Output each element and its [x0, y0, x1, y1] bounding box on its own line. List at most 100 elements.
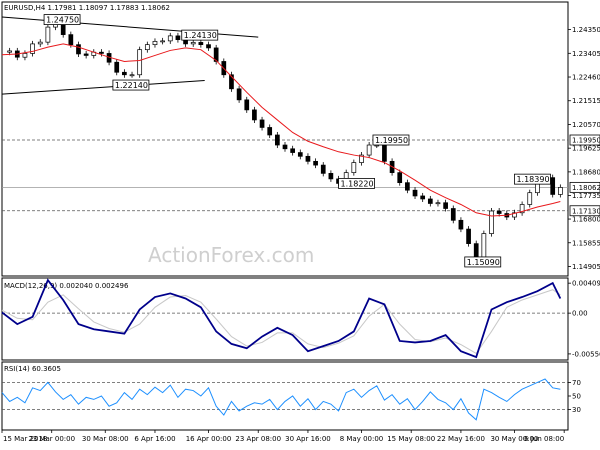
price-ytick-label: 1.17735 [572, 192, 600, 200]
candle-body [114, 61, 120, 73]
rsi-line [1, 378, 561, 421]
price-ytick-label: 1.22460 [572, 74, 600, 82]
xtick-label: 15 Mar 2018 [3, 435, 47, 443]
annotation-label-6: 1.15090 [467, 258, 500, 267]
annotation-label-2: 1.22140 [115, 81, 148, 90]
rsi-ytick-label: 30 [572, 406, 581, 414]
macd-ytick-label: 0.004094 [572, 280, 600, 288]
candle-body [152, 41, 158, 46]
candle-body [473, 243, 479, 258]
candle-body [122, 71, 127, 76]
price-ytick-label: 1.20570 [572, 121, 600, 129]
price-ytick-label: 1.24350 [572, 26, 600, 34]
price-ytick-label: 1.14905 [572, 263, 600, 271]
price-ytick-label: 1.18680 [572, 168, 600, 176]
candle-body [297, 152, 303, 157]
candle-body [512, 212, 517, 218]
price-ytick-label: 1.23405 [572, 50, 600, 58]
candle-body [282, 144, 288, 150]
candle-body [305, 155, 311, 162]
candle-body [244, 99, 250, 111]
macd-line [1, 278, 562, 359]
panel-frame-1 [1, 277, 569, 361]
candle-body [382, 144, 387, 162]
xtick-label: 30 Mar 08:00 [82, 435, 129, 443]
panel-frame-0 [1, 1, 569, 277]
annotation-box-2 [112, 79, 150, 91]
annotation-box-0 [43, 14, 81, 25]
candle-body [259, 119, 265, 128]
candle-body [236, 88, 242, 101]
macd-ytick-label: 0.00 [572, 310, 588, 318]
candle-body [267, 127, 273, 136]
candle-body [320, 164, 326, 174]
candle-body [160, 40, 165, 43]
candle-body [30, 43, 35, 54]
candle-body [481, 233, 487, 258]
candle-body [167, 35, 173, 42]
xtick-label: 30 Apr 16:00 [285, 435, 331, 443]
annotation-label-4: 1.18220 [341, 179, 374, 188]
annotation-box-3 [372, 134, 410, 146]
price-panel-title: EURUSD,H4 1.17981 1.18097 1.17883 1.1806… [4, 4, 170, 12]
candle-body [527, 192, 533, 205]
candle-body [144, 44, 150, 51]
candle-body [359, 154, 364, 163]
annotation-box-6 [464, 256, 502, 268]
candle-body [351, 162, 357, 173]
candle-body [550, 177, 556, 195]
price-ytick-label: 1.15855 [572, 239, 600, 247]
xtick-label: 6 Apr 16:00 [134, 435, 175, 443]
annotation-label-3: 1.19950 [375, 136, 408, 145]
annotation-box-1 [181, 29, 219, 41]
xtick-label: 15 May 08:00 [387, 435, 435, 443]
xtick-label: 6 Jun 08:00 [524, 435, 564, 443]
xtick-label: 8 May 00:00 [340, 435, 384, 443]
candle-body [313, 160, 318, 166]
candle-body [328, 173, 334, 180]
candle-body [190, 42, 196, 45]
candle-body [443, 202, 448, 209]
candle-body [229, 74, 234, 90]
candle-body [489, 210, 494, 234]
candle-body [7, 50, 12, 53]
candle-body [22, 53, 28, 58]
candle-body [458, 219, 464, 230]
candle-body [519, 204, 525, 214]
annotation-box-4 [338, 178, 375, 189]
candle-body [397, 172, 403, 184]
candle-body [45, 26, 51, 43]
candle-body [275, 134, 280, 146]
candle-body [405, 182, 410, 191]
candle-body [213, 47, 219, 62]
price-box-1 [569, 181, 600, 193]
moving-average-line [1, 43, 561, 217]
xtick-label: 22 May 16:00 [437, 435, 485, 443]
candle-body [290, 148, 295, 153]
candle-body [99, 51, 104, 54]
watermark: ActionForex.com [148, 243, 314, 267]
rsi-panel-title: RSI(14) 60.3605 [4, 365, 61, 373]
price-box-label-1: 1.18062 [572, 184, 600, 192]
macd-ytick-label: -0.005568 [572, 350, 600, 358]
macd-signal-line [1, 289, 561, 355]
annotation-box-5 [514, 173, 551, 185]
candle-body [366, 144, 372, 156]
candle-body [450, 208, 456, 221]
xtick-label: 23 Mar 00:00 [28, 435, 75, 443]
candle-body [206, 44, 211, 49]
price-ytick-label: 1.19625 [572, 145, 600, 153]
rsi-ytick-label: 50 [572, 393, 581, 401]
candle-body [420, 195, 426, 200]
price-box-0 [569, 134, 600, 146]
candle-body [427, 198, 433, 204]
candle-body [60, 23, 66, 35]
price-ytick-label: 1.21515 [572, 97, 600, 105]
trendline-1 [1, 80, 205, 95]
candle-body [175, 35, 181, 40]
candle-body [435, 202, 441, 205]
annotation-label-0: 1.24750 [46, 16, 79, 25]
